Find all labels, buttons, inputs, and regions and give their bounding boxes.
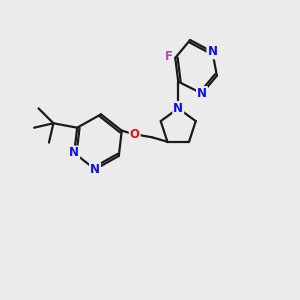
- Text: F: F: [165, 50, 173, 63]
- Text: N: N: [207, 45, 218, 58]
- Text: O: O: [130, 128, 140, 141]
- Text: N: N: [90, 163, 100, 176]
- Text: N: N: [173, 102, 183, 115]
- Text: N: N: [197, 87, 207, 100]
- Text: N: N: [69, 146, 79, 160]
